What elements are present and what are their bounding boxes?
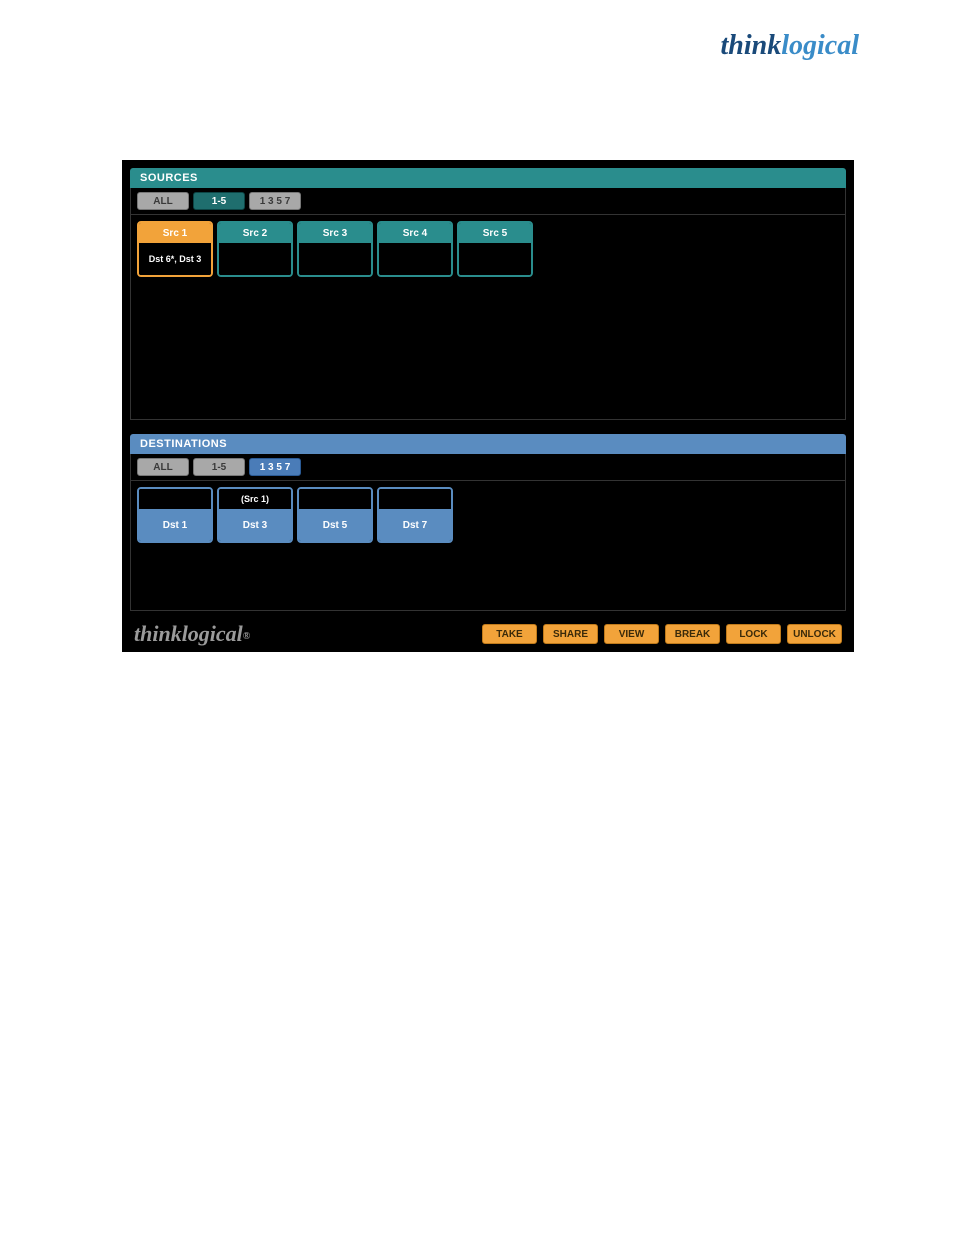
destination-label: Dst 5 xyxy=(299,509,371,541)
sources-grid: Src 1 Dst 6*, Dst 3 Src 2 Src 3 Src 4 Sr… xyxy=(130,215,846,420)
sources-filter-row: ALL 1-5 1 3 5 7 xyxy=(130,188,846,215)
brand-part2: logical xyxy=(781,30,859,61)
source-item[interactable]: Src 1 Dst 6*, Dst 3 xyxy=(137,221,213,277)
destination-top: (Src 1) xyxy=(219,489,291,509)
source-label: Src 5 xyxy=(459,223,531,243)
sources-filter-all[interactable]: ALL xyxy=(137,192,189,210)
lock-button[interactable]: LOCK xyxy=(726,624,781,644)
source-sub xyxy=(299,243,371,275)
break-button[interactable]: BREAK xyxy=(665,624,720,644)
destination-item[interactable]: Dst 1 xyxy=(137,487,213,543)
destination-top xyxy=(379,489,451,509)
take-button[interactable]: TAKE xyxy=(482,624,537,644)
destination-item[interactable]: Dst 5 xyxy=(297,487,373,543)
sources-header: SOURCES xyxy=(130,168,846,188)
source-item[interactable]: Src 2 xyxy=(217,221,293,277)
sources-title: SOURCES xyxy=(140,172,198,184)
source-item[interactable]: Src 4 xyxy=(377,221,453,277)
source-label: Src 1 xyxy=(139,223,211,243)
destinations-filter-row: ALL 1-5 1 3 5 7 xyxy=(130,454,846,481)
sources-filter-1357[interactable]: 1 3 5 7 xyxy=(249,192,301,210)
brand-part1: think xyxy=(721,30,782,61)
destination-label: Dst 3 xyxy=(219,509,291,541)
source-label: Src 2 xyxy=(219,223,291,243)
destination-top xyxy=(139,489,211,509)
destinations-title: DESTINATIONS xyxy=(140,438,227,450)
destinations-filter-1-5[interactable]: 1-5 xyxy=(193,458,245,476)
destination-label: Dst 1 xyxy=(139,509,211,541)
destination-label: Dst 7 xyxy=(379,509,451,541)
destination-top xyxy=(299,489,371,509)
source-item[interactable]: Src 5 xyxy=(457,221,533,277)
page-brand-logo: thinklogical xyxy=(721,30,859,62)
footer-logo: thinklogical® xyxy=(134,621,250,647)
app-container: SOURCES ALL 1-5 1 3 5 7 Src 1 Dst 6*, Ds… xyxy=(122,160,854,652)
unlock-button[interactable]: UNLOCK xyxy=(787,624,842,644)
source-sub xyxy=(459,243,531,275)
footer: thinklogical® TAKE SHARE VIEW BREAK LOCK… xyxy=(130,621,846,647)
destinations-grid: Dst 1 (Src 1) Dst 3 Dst 5 Dst 7 xyxy=(130,481,846,611)
share-button[interactable]: SHARE xyxy=(543,624,598,644)
destination-item[interactable]: Dst 7 xyxy=(377,487,453,543)
destinations-header: DESTINATIONS xyxy=(130,434,846,454)
source-sub xyxy=(219,243,291,275)
destinations-filter-all[interactable]: ALL xyxy=(137,458,189,476)
destinations-filter-1357[interactable]: 1 3 5 7 xyxy=(249,458,301,476)
view-button[interactable]: VIEW xyxy=(604,624,659,644)
source-label: Src 4 xyxy=(379,223,451,243)
action-row: TAKE SHARE VIEW BREAK LOCK UNLOCK xyxy=(482,624,842,644)
source-label: Src 3 xyxy=(299,223,371,243)
destination-item[interactable]: (Src 1) Dst 3 xyxy=(217,487,293,543)
sources-filter-1-5[interactable]: 1-5 xyxy=(193,192,245,210)
source-sub: Dst 6*, Dst 3 xyxy=(139,243,211,275)
source-sub xyxy=(379,243,451,275)
source-item[interactable]: Src 3 xyxy=(297,221,373,277)
